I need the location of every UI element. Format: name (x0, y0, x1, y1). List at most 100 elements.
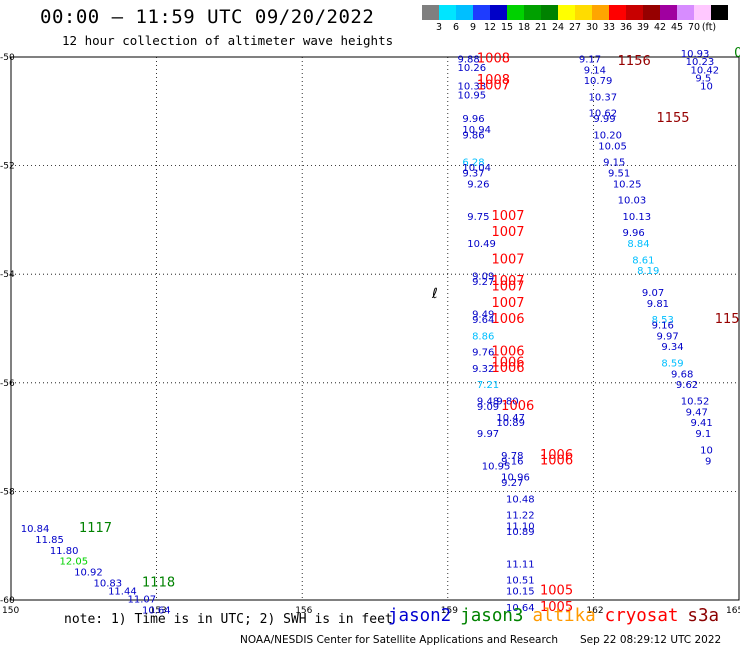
legend-swatch (694, 5, 711, 20)
legend-tick-label: 9 (469, 22, 477, 33)
latitude-tick-label: -54 (0, 270, 15, 280)
wave-height-label: 9.41 (690, 418, 712, 429)
pass-time-label: 1007 (491, 252, 524, 267)
wave-height-label: 10.64 (506, 603, 535, 614)
satellite-legend: jason2 jason3 altika cryosat s3a (388, 606, 728, 626)
legend-tick-label: 36 (619, 22, 633, 33)
longitude-tick-label: 153 (150, 606, 167, 616)
credit-text: NOAA/NESDIS Center for Satellite Applica… (240, 634, 558, 646)
wave-height-label: 8.84 (627, 239, 649, 250)
wave-height-label: 10.37 (589, 92, 618, 103)
wave-height-label: 10.38 (458, 82, 487, 93)
wave-height-label: 9 (705, 456, 711, 467)
wave-height-label: 10.26 (458, 63, 487, 74)
pass-time-label: 1007 (491, 279, 524, 294)
legend-swatch (609, 5, 626, 20)
pass-time-label: 1156 (618, 54, 651, 69)
longitude-tick-label: 162 (586, 606, 603, 616)
wave-height-label: 9.32 (472, 364, 494, 375)
wave-height-label: 11.07 (127, 595, 156, 606)
legend-swatch (456, 5, 473, 20)
wave-height-label: 9.1 (695, 429, 711, 440)
legend-swatch (541, 5, 558, 20)
legend-tick-label: 24 (551, 22, 565, 33)
pass-time-label: 0 (734, 46, 740, 61)
wave-height-label: 10.93 (681, 49, 710, 60)
wave-height-label: 8.53 (652, 315, 674, 326)
wave-height-label: 9.86 (462, 130, 484, 141)
wave-height-label: 9.5 (695, 73, 711, 84)
pass-time-label: 1154 (715, 312, 740, 327)
latitude-tick-label: -58 (0, 487, 15, 497)
longitude-tick-label: 165 (726, 606, 740, 616)
wave-height-label: 10.49 (467, 239, 496, 250)
pass-time-label: 1006 (491, 345, 524, 360)
legend-tick-label: 18 (517, 22, 531, 33)
latitude-tick-label: -50 (0, 53, 15, 63)
wave-height-label: 9.97 (656, 331, 678, 342)
wave-height-label: 9.96 (623, 228, 645, 239)
wave-height-label: 9.49 (472, 310, 494, 321)
wave-height-label: 10.15 (506, 587, 535, 598)
legend-swatch (660, 5, 677, 20)
wave-height-label: 9.68 (671, 369, 693, 380)
legend-tick-label: 39 (636, 22, 650, 33)
longitude-tick-label: 156 (295, 606, 312, 616)
wave-height-label: 8.61 (632, 255, 654, 266)
pass-time-label: 1117 (79, 521, 112, 536)
legend-swatch (422, 5, 439, 20)
wave-height-label: 10.84 (21, 524, 50, 535)
wave-height-label: 9.47 (686, 407, 708, 418)
legend-unit: (ft) (701, 22, 717, 33)
wave-height-label: 11.11 (506, 559, 535, 570)
pass-time-label: 1007 (491, 209, 524, 224)
legend-tick-label: 21 (534, 22, 548, 33)
graticule (11, 57, 739, 600)
footer-note: note: 1) Time is in UTC; 2) SWH is in fe… (64, 612, 393, 627)
legend-tick-label: 45 (670, 22, 684, 33)
satellite-name: s3a (687, 606, 720, 626)
pass-time-label: 1006 (540, 453, 573, 468)
wave-height-label: 10.51 (506, 576, 535, 587)
wave-height-label: 9.81 (647, 299, 669, 310)
wave-height-label: 9.76 (472, 348, 494, 359)
wave-height-label: 10.23 (686, 57, 715, 68)
wave-height-label: 9.09 (477, 402, 499, 413)
wave-height-label: 9.14 (584, 65, 606, 76)
wave-height-label: 9.26 (467, 179, 489, 190)
satellite-name: jason3 (460, 606, 524, 626)
pass-time-label: 1118 (142, 575, 175, 590)
credit-timestamp: Sep 22 08:29:12 UTC 2022 (580, 634, 722, 646)
wave-height-label: 9.99 (593, 114, 615, 125)
legend-swatch (507, 5, 524, 20)
wave-height-label: 10.13 (623, 212, 652, 223)
wave-height-label: 10.89 (506, 527, 535, 538)
wave-height-label: 9.78 (501, 451, 523, 462)
pass-time-label: 1008 (477, 73, 510, 88)
wave-height-label: 9.27 (501, 478, 523, 489)
pass-time-label: 1007 (491, 296, 524, 311)
wave-height-label: 9.75 (467, 212, 489, 223)
wave-height-label: 8.59 (661, 359, 683, 370)
wave-height-label: 9.80 (496, 397, 518, 408)
legend-tick-label: 42 (653, 22, 667, 33)
wave-height-label: 9.16 (501, 456, 523, 467)
pass-time-label: 1008 (477, 51, 510, 66)
legend-swatch (575, 5, 592, 20)
wave-height-label: 11.10 (506, 521, 535, 532)
wave-height-label: 11.22 (506, 511, 535, 522)
legend-tick-label: 33 (602, 22, 616, 33)
wave-height-label: 10.83 (94, 578, 123, 589)
legend-tick-label: 12 (483, 22, 497, 33)
legend-tick-label: 70 (687, 22, 701, 33)
wave-height-label: 6.28 (462, 158, 484, 169)
wave-height-label: 10.79 (584, 76, 613, 87)
wave-height-label: 9.62 (676, 380, 698, 391)
wave-height-label: 10.89 (496, 418, 525, 429)
pass-time-label: 1007 (491, 225, 524, 240)
wave-height-label: 10.05 (598, 141, 627, 152)
wave-height-label: 10.03 (618, 196, 647, 207)
pass-time-label: 1006 (540, 448, 573, 463)
page-title: 00:00 – 11:59 UTC 09/20/2022 (40, 6, 375, 28)
